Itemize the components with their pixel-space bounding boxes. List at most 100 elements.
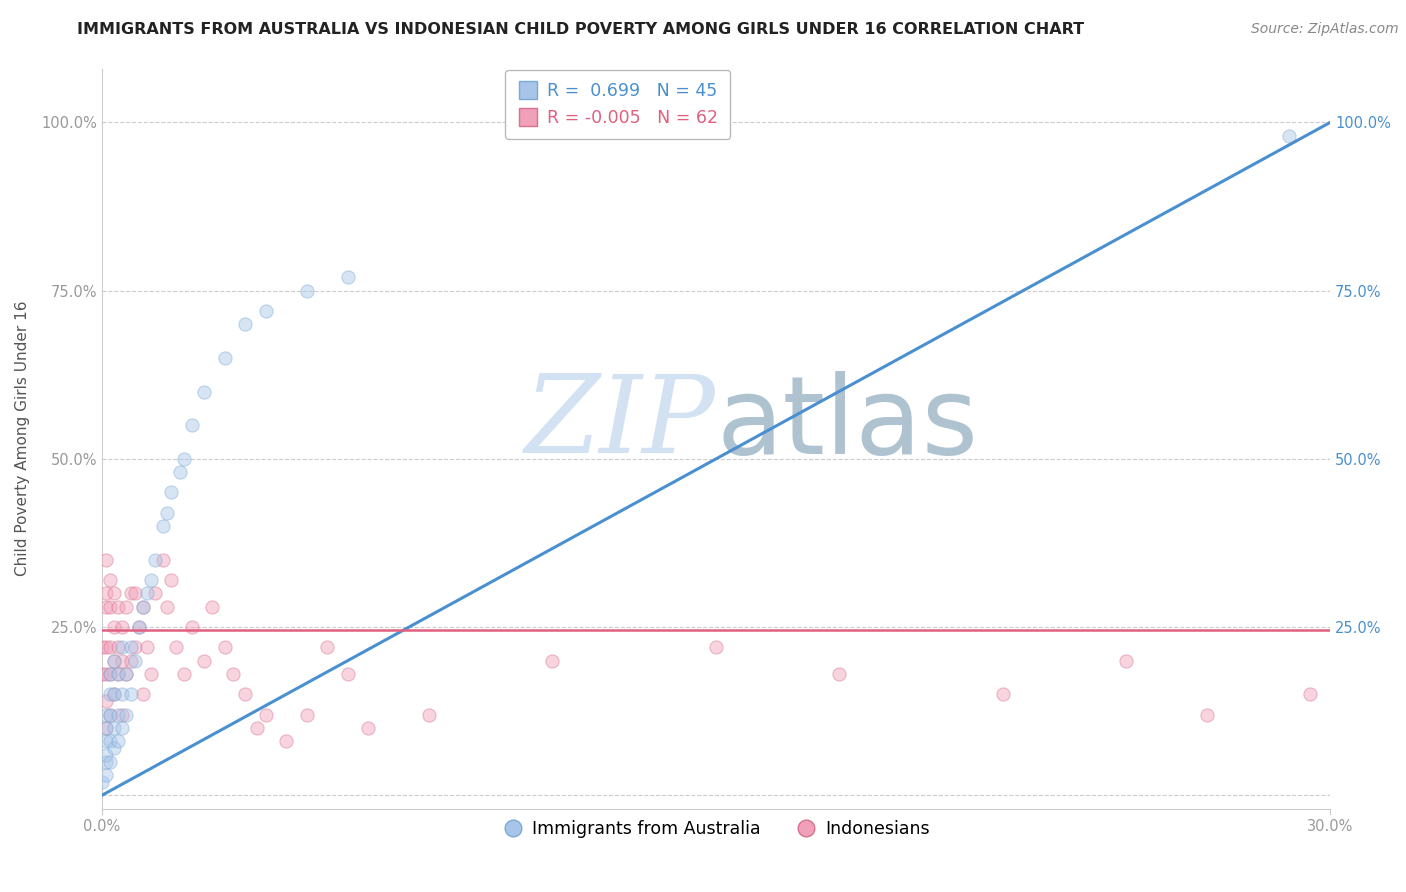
Point	[274, 734, 297, 748]
Point	[98, 755, 121, 769]
Point	[1278, 128, 1301, 143]
Point	[107, 640, 129, 655]
Point	[90, 775, 112, 789]
Point	[120, 654, 142, 668]
Point	[214, 640, 236, 655]
Point	[418, 707, 440, 722]
Point	[94, 734, 117, 748]
Point	[107, 667, 129, 681]
Point	[103, 654, 125, 668]
Point	[181, 620, 204, 634]
Point	[103, 687, 125, 701]
Point	[541, 654, 564, 668]
Point	[103, 620, 125, 634]
Point	[165, 640, 187, 655]
Point	[181, 418, 204, 433]
Point	[336, 270, 359, 285]
Point	[94, 599, 117, 614]
Point	[169, 465, 191, 479]
Point	[357, 721, 380, 735]
Point	[139, 573, 162, 587]
Point	[222, 667, 245, 681]
Point	[111, 687, 134, 701]
Text: atlas: atlas	[716, 371, 979, 477]
Point	[98, 667, 121, 681]
Point	[98, 640, 121, 655]
Point	[98, 734, 121, 748]
Point	[124, 654, 146, 668]
Point	[94, 640, 117, 655]
Point	[132, 599, 155, 614]
Point	[94, 667, 117, 681]
Point	[94, 755, 117, 769]
Point	[1115, 654, 1137, 668]
Point	[246, 721, 269, 735]
Point	[143, 586, 166, 600]
Point	[132, 687, 155, 701]
Point	[103, 654, 125, 668]
Point	[124, 640, 146, 655]
Point	[124, 586, 146, 600]
Legend: Immigrants from Australia, Indonesians: Immigrants from Australia, Indonesians	[495, 813, 936, 845]
Point	[254, 303, 277, 318]
Point	[828, 667, 851, 681]
Point	[1299, 687, 1322, 701]
Point	[214, 351, 236, 365]
Point	[128, 620, 150, 634]
Point	[135, 586, 157, 600]
Point	[156, 599, 179, 614]
Point	[111, 620, 134, 634]
Point	[120, 640, 142, 655]
Point	[111, 707, 134, 722]
Point	[173, 451, 195, 466]
Point	[160, 573, 183, 587]
Point	[115, 599, 138, 614]
Point	[94, 586, 117, 600]
Text: Source: ZipAtlas.com: Source: ZipAtlas.com	[1251, 22, 1399, 37]
Text: ZIP: ZIP	[526, 371, 716, 476]
Y-axis label: Child Poverty Among Girls Under 16: Child Poverty Among Girls Under 16	[15, 301, 30, 576]
Point	[128, 620, 150, 634]
Point	[98, 599, 121, 614]
Point	[295, 284, 318, 298]
Point	[201, 599, 224, 614]
Point	[107, 734, 129, 748]
Point	[156, 506, 179, 520]
Point	[94, 707, 117, 722]
Point	[120, 586, 142, 600]
Point	[173, 667, 195, 681]
Point	[111, 640, 134, 655]
Point	[704, 640, 727, 655]
Point	[120, 687, 142, 701]
Point	[132, 599, 155, 614]
Point	[152, 553, 174, 567]
Point	[103, 687, 125, 701]
Point	[94, 747, 117, 762]
Point	[160, 485, 183, 500]
Point	[103, 741, 125, 756]
Text: IMMIGRANTS FROM AUSTRALIA VS INDONESIAN CHILD POVERTY AMONG GIRLS UNDER 16 CORRE: IMMIGRANTS FROM AUSTRALIA VS INDONESIAN …	[77, 22, 1084, 37]
Point	[111, 654, 134, 668]
Point	[139, 667, 162, 681]
Point	[336, 667, 359, 681]
Point	[107, 599, 129, 614]
Point	[111, 721, 134, 735]
Point	[115, 667, 138, 681]
Point	[94, 721, 117, 735]
Point	[98, 707, 121, 722]
Point	[115, 707, 138, 722]
Point	[295, 707, 318, 722]
Point	[193, 384, 215, 399]
Point	[94, 721, 117, 735]
Point	[98, 573, 121, 587]
Point	[98, 667, 121, 681]
Point	[316, 640, 339, 655]
Point	[115, 667, 138, 681]
Point	[233, 687, 256, 701]
Point	[107, 707, 129, 722]
Point	[94, 768, 117, 782]
Point	[991, 687, 1014, 701]
Point	[103, 586, 125, 600]
Point	[98, 687, 121, 701]
Point	[152, 519, 174, 533]
